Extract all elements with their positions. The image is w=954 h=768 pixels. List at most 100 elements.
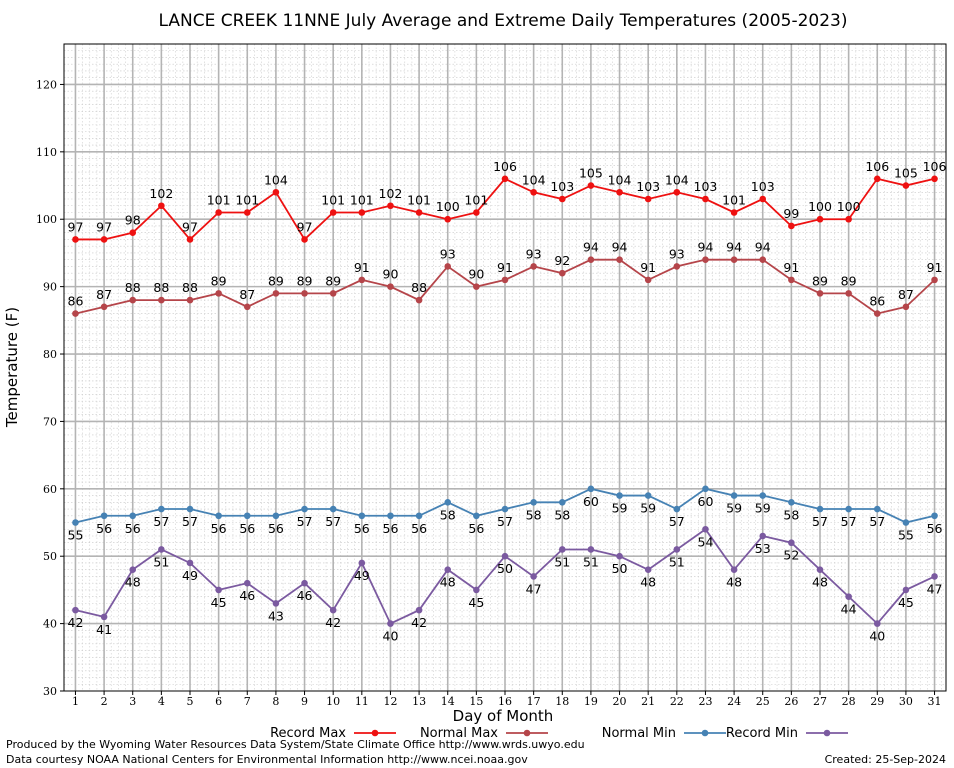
normal-min-point: [72, 519, 79, 526]
record-max-data-label: 104: [665, 172, 689, 187]
normal-min-point: [243, 512, 251, 520]
normal-min-point: [358, 512, 366, 520]
record-min-data-label: 53: [755, 541, 771, 556]
record-min-data-label: 52: [783, 548, 799, 563]
record-max-data-label: 97: [297, 219, 313, 234]
x-tick-label: 25: [756, 695, 770, 708]
normal-min-data-label: 56: [927, 521, 943, 536]
normal-max-point: [644, 276, 652, 284]
normal-min-point: [501, 505, 509, 513]
record-max-point: [788, 222, 795, 230]
normal-min-point: [301, 505, 308, 513]
normal-min-data-label: 57: [841, 514, 857, 529]
legend: Record Max Normal Max Normal Min Record Min: [270, 726, 848, 741]
legend-label-record-min: Record Min: [726, 726, 798, 741]
x-tick-label: 27: [813, 695, 827, 708]
record-max-point: [845, 215, 852, 223]
record-min-data-label: 51: [669, 554, 685, 569]
record-min-data-label: 49: [182, 568, 198, 583]
normal-min-point: [444, 498, 452, 506]
normal-min-data-label: 57: [297, 514, 313, 529]
normal-max-point: [387, 283, 394, 290]
record-min-point: [788, 539, 795, 547]
normal-min-point: [329, 505, 337, 513]
normal-min-data-label: 60: [583, 494, 599, 509]
normal-max-data-label: 91: [640, 260, 656, 275]
record-min-point: [730, 566, 738, 573]
x-tick-label: 14: [441, 695, 455, 708]
x-tick-label: 6: [215, 695, 222, 708]
normal-max-data-label: 89: [841, 273, 857, 288]
record-max-data-label: 102: [149, 186, 173, 201]
normal-min-data-label: 59: [640, 501, 656, 516]
y-tick-label: 30: [43, 685, 57, 698]
record-min-point: [902, 586, 910, 594]
normal-min-point: [788, 498, 795, 506]
normal-max-data-label: 92: [554, 253, 570, 268]
normal-max-point: [587, 256, 595, 263]
record-min-data-label: 48: [640, 575, 656, 590]
normal-max-data-label: 94: [755, 240, 771, 255]
record-max-point: [329, 209, 337, 216]
data-labels: 97 97 98 102 97 101 101 104 97 101 101 102 101 100 101…: [68, 159, 947, 644]
normal-max-point: [702, 256, 709, 263]
footer-created-date: Created: 25-Sep-2024: [825, 753, 946, 766]
record-min-data-label: 48: [726, 575, 742, 590]
x-tick-label: 4: [158, 695, 165, 708]
x-tick-label: 10: [326, 695, 340, 708]
normal-max-point: [788, 276, 795, 284]
y-tick-label: 110: [36, 146, 57, 159]
record-min-data-label: 44: [841, 602, 857, 617]
normal-min-data-label: 59: [726, 501, 742, 516]
record-min-data-label: 43: [268, 608, 284, 623]
record-max-data-label: 105: [579, 166, 603, 181]
record-max-data-label: 101: [207, 192, 231, 207]
record-max-data-label: 100: [808, 199, 832, 214]
footer-credit-wrds: Produced by the Wyoming Water Resources …: [6, 738, 585, 751]
record-min-data-label: 42: [68, 615, 84, 630]
x-tick-label: 8: [272, 695, 279, 708]
record-min-data-label: 49: [354, 568, 370, 583]
record-max-point: [931, 175, 938, 183]
record-max-point: [158, 202, 165, 210]
normal-max-point: [358, 276, 366, 284]
chart-title: LANCE CREEK 11NNE July Average and Extre…: [159, 11, 848, 31]
legend-marker-record-min: [823, 729, 831, 737]
record-min-data-label: 50: [497, 561, 513, 576]
y-tick-label: 120: [36, 78, 57, 91]
record-min-data-label: 47: [526, 581, 542, 596]
record-max-point: [730, 209, 738, 216]
normal-max-data-label: 86: [68, 294, 84, 309]
normal-min-point: [816, 505, 824, 513]
x-tick-label: 19: [584, 695, 598, 708]
normal-min-point: [730, 492, 738, 499]
record-min-data-label: 40: [869, 629, 885, 644]
normal-min-data-label: 56: [211, 521, 227, 536]
normal-min-data-label: 58: [554, 507, 570, 522]
normal-max-point: [158, 296, 165, 304]
normal-min-point: [473, 512, 480, 520]
normal-max-data-label: 94: [726, 240, 742, 255]
record-max-data-label: 103: [694, 179, 718, 194]
normal-min-data-label: 56: [268, 521, 284, 536]
record-max-point: [243, 209, 251, 216]
record-min-point: [129, 566, 137, 573]
normal-max-point: [845, 290, 852, 297]
normal-max-data-label: 88: [153, 280, 169, 295]
y-tick-label: 50: [43, 550, 57, 563]
record-min-point: [100, 613, 108, 621]
normal-min-point: [129, 512, 137, 520]
record-min-point: [644, 566, 652, 573]
normal-min-point: [644, 492, 652, 499]
record-max-point: [501, 175, 509, 183]
normal-min-data-label: 56: [383, 521, 399, 536]
normal-min-data-label: 56: [96, 521, 112, 536]
normal-min-point: [186, 505, 194, 513]
normal-min-point: [873, 505, 881, 513]
record-min-data-label: 46: [297, 588, 313, 603]
x-tick-label: 2: [101, 695, 108, 708]
record-min-data-label: 40: [383, 629, 399, 644]
record-max-point: [129, 229, 137, 237]
normal-max-point: [873, 310, 881, 317]
footer-credit-noaa: Data courtesy NOAA National Centers for …: [6, 753, 528, 766]
